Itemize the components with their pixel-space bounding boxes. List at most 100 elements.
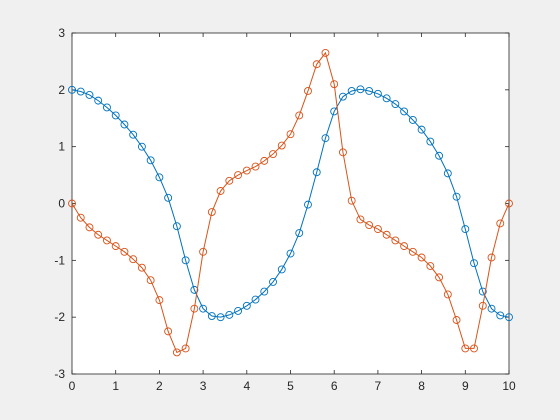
marker [234,171,243,180]
marker [155,296,164,305]
marker [435,273,444,282]
marker [172,348,181,357]
marker [164,193,173,202]
marker [234,306,243,315]
marker [172,222,181,231]
marker [435,151,444,160]
marker [295,229,304,238]
y-tick-label: 1 [58,140,65,154]
marker [94,230,103,239]
marker [321,48,330,57]
marker [251,295,260,304]
marker [496,311,505,320]
marker [487,304,496,313]
x-tick-label: 0 [69,379,76,393]
marker [190,285,199,294]
marker [216,187,225,195]
marker [470,259,478,268]
marker [321,134,330,143]
marker [426,137,435,146]
marker [443,169,452,178]
x-tick-label: 5 [287,379,294,393]
marker [461,225,470,234]
marker [382,94,391,103]
marker [295,111,304,120]
marker [286,130,295,139]
marker [356,85,365,94]
marker [347,87,356,95]
marker [400,107,409,116]
marker [129,255,138,264]
marker [408,247,417,256]
marker [496,219,505,228]
marker [338,148,347,157]
y-tick-label: 0 [58,197,65,211]
marker [478,301,487,310]
marker [68,85,76,94]
marker [146,156,155,165]
marker [120,120,129,129]
x-tick-label: 1 [112,379,119,393]
marker [277,265,286,274]
marker [207,208,216,216]
marker [155,173,164,182]
marker [260,287,269,296]
marker [365,87,374,95]
marker [487,253,496,262]
marker [146,276,155,285]
marker [199,247,208,256]
y-tick-label: 2 [58,83,65,97]
x-tick-label: 7 [375,379,382,393]
y-tick-label: -3 [54,367,65,381]
x-tick-label: 4 [243,379,250,393]
marker [426,262,435,270]
marker [356,215,365,224]
marker [85,90,94,99]
axes [71,32,510,375]
series-line [71,51,510,354]
marker [478,287,487,296]
marker [251,162,260,171]
marker [225,310,234,319]
marker [330,80,339,89]
series-line [71,88,510,318]
marker [242,301,251,310]
marker [181,344,190,353]
marker [452,316,461,324]
marker [312,168,321,177]
marker [103,236,111,245]
marker [120,247,129,256]
y-tick-label: -1 [54,253,65,267]
marker [365,221,374,230]
marker [373,89,382,98]
marker [164,327,173,336]
y-tick-label: 3 [58,26,65,40]
x-tick-label: 3 [200,379,207,393]
x-tick-label: 10 [502,379,516,393]
marker [68,199,76,208]
marker [452,192,461,201]
marker [225,176,234,185]
marker [408,116,417,124]
marker [277,141,286,150]
marker [400,242,409,251]
marker [181,256,190,265]
marker [505,313,513,322]
marker [312,60,321,69]
marker [443,290,452,299]
marker [190,304,199,313]
y-tick-label: -2 [54,310,65,324]
marker [111,111,120,120]
marker [242,166,251,175]
marker [111,242,120,251]
marker [417,253,426,262]
marker [85,223,94,232]
marker [76,213,85,222]
marker [338,92,347,101]
marker [137,263,146,272]
marker [470,344,478,353]
marker [304,87,312,95]
marker [269,150,277,159]
marker [269,277,277,286]
